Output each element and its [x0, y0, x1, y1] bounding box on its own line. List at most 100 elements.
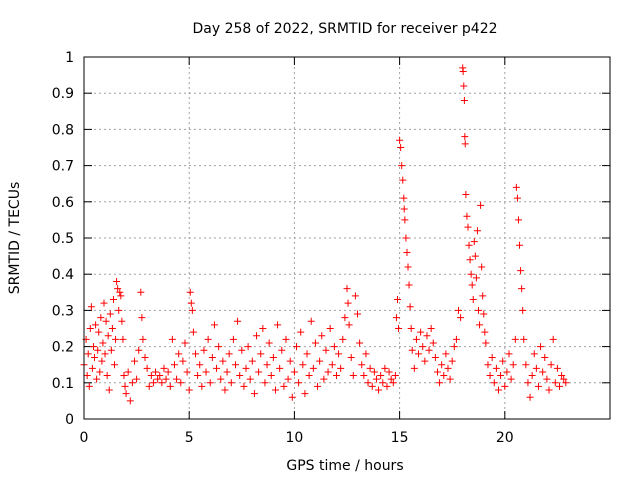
data-point [460, 96, 468, 104]
data-point [217, 375, 225, 383]
data-point [560, 375, 568, 383]
data-point [387, 375, 395, 383]
data-point [269, 353, 277, 361]
y-tick-label: 0.9 [52, 86, 74, 102]
y-tick-label: 0.8 [52, 122, 74, 138]
data-point [389, 379, 397, 387]
axis-ticks [83, 56, 610, 420]
data-point [415, 350, 423, 358]
data-point [360, 372, 368, 380]
data-point [104, 332, 112, 340]
data-point [446, 375, 454, 383]
data-point [166, 382, 174, 390]
data-point [202, 368, 210, 376]
data-point [471, 252, 479, 260]
data-point [497, 372, 505, 380]
tick-labels: 00.10.20.30.40.50.60.70.80.910 5 10 15 20 [52, 50, 514, 446]
data-point [271, 386, 279, 394]
data-point [231, 361, 239, 369]
data-point [351, 292, 359, 300]
data-point [344, 299, 352, 307]
data-point [391, 372, 399, 380]
data-point [349, 372, 357, 380]
data-point [514, 216, 522, 224]
x-tick-label: 5 [185, 430, 194, 446]
data-point [450, 343, 458, 351]
data-point [253, 332, 261, 340]
data-point [558, 372, 566, 380]
data-point [307, 317, 315, 325]
data-point [481, 328, 489, 336]
data-point [120, 372, 128, 380]
data-point [102, 317, 110, 325]
data-point [362, 350, 370, 358]
data-point [556, 382, 564, 390]
data-point [250, 390, 258, 398]
data-point [455, 306, 463, 314]
data-point [377, 372, 385, 380]
data-point [99, 339, 107, 347]
data-point [466, 256, 474, 264]
data-point [526, 393, 534, 401]
data-point [512, 183, 520, 191]
data-point [219, 357, 227, 365]
data-point [518, 285, 526, 293]
data-point [553, 364, 561, 372]
data-point [133, 375, 141, 383]
data-point [462, 191, 470, 199]
data-point [255, 368, 263, 376]
data-point [107, 346, 115, 354]
data-point [227, 379, 235, 387]
data-point [486, 372, 494, 380]
data-point [421, 357, 429, 365]
y-axis-title: SRMTID / TECUs [7, 182, 23, 295]
data-point [463, 212, 471, 220]
data-point [86, 325, 94, 332]
data-point [299, 361, 307, 369]
data-point [541, 353, 549, 361]
data-point [196, 361, 204, 369]
data-point [335, 350, 343, 358]
data-point [412, 335, 420, 343]
data-point [484, 361, 492, 369]
y-tick-label: 1 [65, 50, 74, 66]
data-point [91, 353, 99, 361]
y-tick-label: 0.3 [52, 303, 74, 319]
data-point [263, 361, 271, 369]
data-point [427, 325, 435, 332]
data-point [347, 353, 355, 361]
data-point [128, 379, 136, 387]
data-point [517, 267, 525, 275]
data-point [242, 364, 250, 372]
data-point [532, 364, 540, 372]
data-point [326, 325, 334, 332]
y-tick-label: 0.4 [52, 267, 74, 283]
x-tick-label: 10 [285, 430, 303, 446]
data-point [96, 368, 104, 376]
data-point [295, 379, 303, 387]
data-point [467, 270, 475, 278]
data-point [332, 372, 340, 380]
data-point [444, 364, 452, 372]
data-point [459, 67, 467, 75]
data-point [345, 321, 353, 329]
data-point [89, 343, 97, 351]
data-point [354, 310, 362, 318]
data-point [130, 357, 138, 365]
data-point [141, 353, 149, 361]
data-point [261, 379, 269, 387]
data-point [341, 314, 349, 322]
data-point [213, 364, 221, 372]
data-point [431, 353, 439, 361]
data-point [121, 382, 129, 390]
y-tick-label: 0.7 [52, 159, 74, 175]
data-point [101, 350, 109, 358]
data-point [284, 375, 292, 383]
data-point [433, 368, 441, 376]
data-point [475, 306, 482, 314]
data-point [402, 234, 410, 242]
data-point [320, 375, 328, 383]
data-point [516, 241, 524, 249]
data-point [534, 382, 542, 390]
